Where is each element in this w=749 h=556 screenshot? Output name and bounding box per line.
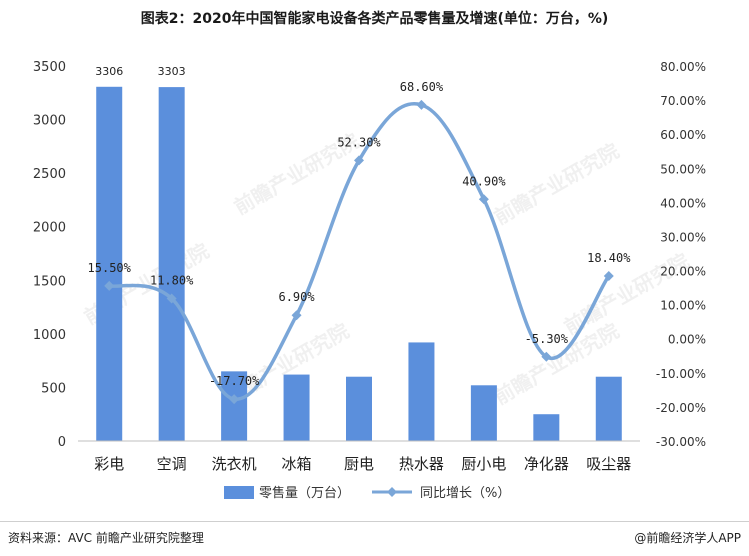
y-right-tick-label: -10.00% [656, 367, 706, 381]
line-value-label: 6.90% [278, 290, 315, 304]
x-tick-label: 厨电 [344, 455, 374, 473]
y-left-tick-label: 0 [58, 435, 66, 450]
bar-value-label: 3306 [95, 65, 123, 78]
x-tick-label: 洗衣机 [212, 455, 257, 473]
bar [595, 376, 622, 441]
x-tick-label: 彩电 [94, 455, 124, 473]
line-value-label: -17.70% [209, 374, 260, 388]
x-tick-label: 热水器 [399, 455, 444, 473]
line-point-marker [104, 280, 115, 291]
legend-bar-label: 零售量（万台） [259, 485, 350, 501]
footer-divider [0, 521, 749, 522]
chart-title: 图表2：2020年中国智能家电设备各类产品零售量及增速(单位：万台，%) [140, 11, 609, 27]
bar [408, 342, 435, 441]
y-left-tick-label: 3000 [33, 114, 66, 129]
bar [533, 414, 560, 441]
line-series [104, 99, 614, 405]
y-left-tick-label: 1000 [33, 328, 66, 343]
line-value-label: 18.40% [587, 251, 631, 265]
line-value-label: -5.30% [525, 332, 569, 346]
line-point-marker [416, 99, 427, 110]
bar [346, 376, 372, 441]
x-axis-tick-labels: 彩电 空调 洗衣机 冰箱 厨电 热水器 厨小电 净化器 吸尘器 [94, 455, 631, 473]
bar-series [96, 86, 622, 442]
line-value-label: 11.80% [150, 274, 194, 288]
y-axis-left: 0 500 1000 1500 2000 2500 3000 3500 [33, 60, 66, 450]
y-right-tick-label: 30.00% [660, 230, 706, 244]
x-tick-label: 净化器 [524, 455, 569, 473]
y-right-tick-label: 20.00% [660, 265, 706, 279]
line-point-marker [603, 271, 614, 281]
line-point-marker [354, 155, 364, 166]
line-point-marker [166, 293, 177, 304]
line-point-marker [541, 351, 552, 362]
x-tick-label: 空调 [157, 455, 187, 473]
y-right-tick-label: 0.00% [668, 333, 706, 347]
y-left-tick-label: 2500 [33, 167, 66, 182]
legend-line-marker [387, 487, 397, 497]
y-left-tick-label: 1500 [33, 274, 66, 289]
legend: 零售量（万台） 同比增长（%） [224, 485, 510, 501]
line-point-marker [291, 310, 302, 321]
y-right-tick-label: 10.00% [660, 299, 706, 313]
y-right-tick-label: 80.00% [660, 60, 706, 74]
legend-bar-swatch [224, 486, 254, 499]
y-axis-right: -30.00% -20.00% -10.00% 0.00% 10.00% 20.00% 30… [656, 60, 706, 449]
bar [221, 371, 248, 441]
y-left-tick-label: 3500 [33, 60, 66, 75]
bar-value-label: 3303 [158, 65, 186, 78]
bar [96, 86, 123, 442]
y-right-tick-label: 50.00% [660, 162, 706, 176]
y-left-tick-label: 2000 [33, 221, 66, 236]
source-note: 资料来源：AVC 前瞻产业研究院整理 [8, 531, 204, 545]
x-tick-label: 吸尘器 [586, 455, 631, 473]
bar [283, 374, 310, 441]
y-right-tick-label: -20.00% [656, 401, 706, 415]
legend-line-label: 同比增长（%） [420, 486, 510, 501]
x-tick-label: 厨小电 [461, 455, 506, 473]
bar [470, 385, 497, 441]
bar [158, 87, 185, 441]
line-value-label: 52.30% [337, 135, 381, 149]
line-point-marker [478, 194, 489, 205]
bar-value-labels: 3306 3303 [95, 65, 185, 78]
line-value-labels: 15.50% 11.80% -17.70% 6.90% 52.30% 68.60% 40.9… [88, 80, 632, 388]
credit-note: @前瞻经济学人APP [634, 531, 741, 545]
line-value-label: 15.50% [88, 261, 132, 275]
y-right-tick-label: 60.00% [660, 128, 706, 142]
line-value-label: 68.60% [400, 80, 444, 94]
y-right-tick-label: -30.00% [656, 435, 706, 449]
line-value-label: 40.90% [462, 174, 506, 188]
line-point-marker [229, 394, 240, 405]
watermark-text: 前瞻产业研究院 [490, 139, 623, 230]
y-right-tick-label: 70.00% [660, 94, 706, 108]
x-tick-label: 冰箱 [282, 455, 312, 473]
y-left-tick-label: 500 [41, 381, 66, 396]
y-right-tick-label: 40.00% [660, 196, 706, 210]
